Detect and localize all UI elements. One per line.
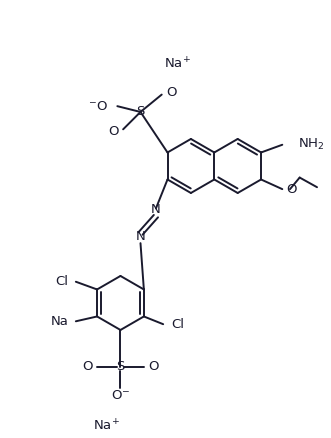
Text: O: O (108, 125, 118, 138)
Text: $^{-}$O: $^{-}$O (88, 100, 108, 113)
Text: O: O (148, 360, 159, 373)
Text: S: S (116, 360, 125, 373)
Text: Na: Na (50, 315, 68, 328)
Text: N: N (136, 230, 145, 243)
Text: Cl: Cl (171, 318, 184, 331)
Text: O: O (82, 360, 92, 373)
Text: O: O (286, 183, 297, 196)
Text: Na$^{+}$: Na$^{+}$ (164, 56, 191, 71)
Text: N: N (151, 203, 161, 216)
Text: NH$_2$: NH$_2$ (298, 137, 324, 152)
Text: S: S (136, 106, 145, 118)
Text: O$^{-}$: O$^{-}$ (111, 389, 130, 402)
Text: Cl: Cl (55, 275, 68, 288)
Text: Na$^{+}$: Na$^{+}$ (93, 419, 119, 434)
Text: O: O (166, 86, 177, 99)
